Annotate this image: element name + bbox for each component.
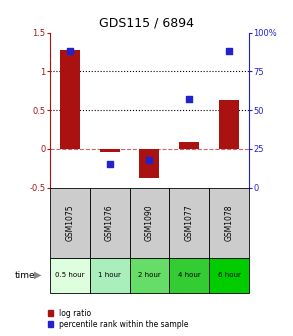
Bar: [50, 187, 90, 258]
Text: 1 hour: 1 hour: [98, 272, 121, 278]
Bar: [219, 100, 239, 149]
Point: [147, 157, 152, 162]
Bar: [209, 187, 249, 258]
Text: GSM1075: GSM1075: [65, 204, 74, 241]
Text: 4 hour: 4 hour: [178, 272, 201, 278]
Text: 6 hour: 6 hour: [218, 272, 241, 278]
Point: [227, 49, 231, 54]
Bar: [90, 187, 130, 258]
Legend: log ratio, percentile rank within the sample: log ratio, percentile rank within the sa…: [48, 308, 189, 329]
Bar: [169, 258, 209, 293]
Bar: [50, 258, 90, 293]
Bar: [130, 187, 169, 258]
Bar: [139, 149, 159, 178]
Text: 0.5 hour: 0.5 hour: [55, 272, 84, 278]
Bar: [169, 187, 209, 258]
Point: [187, 97, 192, 102]
Text: GSM1076: GSM1076: [105, 204, 114, 241]
Text: time: time: [15, 270, 35, 280]
Bar: [90, 258, 130, 293]
Bar: [100, 149, 120, 152]
Point: [67, 49, 72, 54]
Bar: [130, 258, 169, 293]
Bar: [179, 142, 199, 149]
Bar: [60, 50, 80, 149]
Text: GDS115 / 6894: GDS115 / 6894: [99, 16, 194, 29]
Text: GSM1090: GSM1090: [145, 204, 154, 241]
Text: ▶: ▶: [34, 270, 42, 280]
Bar: [209, 258, 249, 293]
Text: GSM1077: GSM1077: [185, 204, 194, 241]
Text: GSM1078: GSM1078: [225, 204, 234, 241]
Text: 2 hour: 2 hour: [138, 272, 161, 278]
Point: [107, 162, 112, 167]
